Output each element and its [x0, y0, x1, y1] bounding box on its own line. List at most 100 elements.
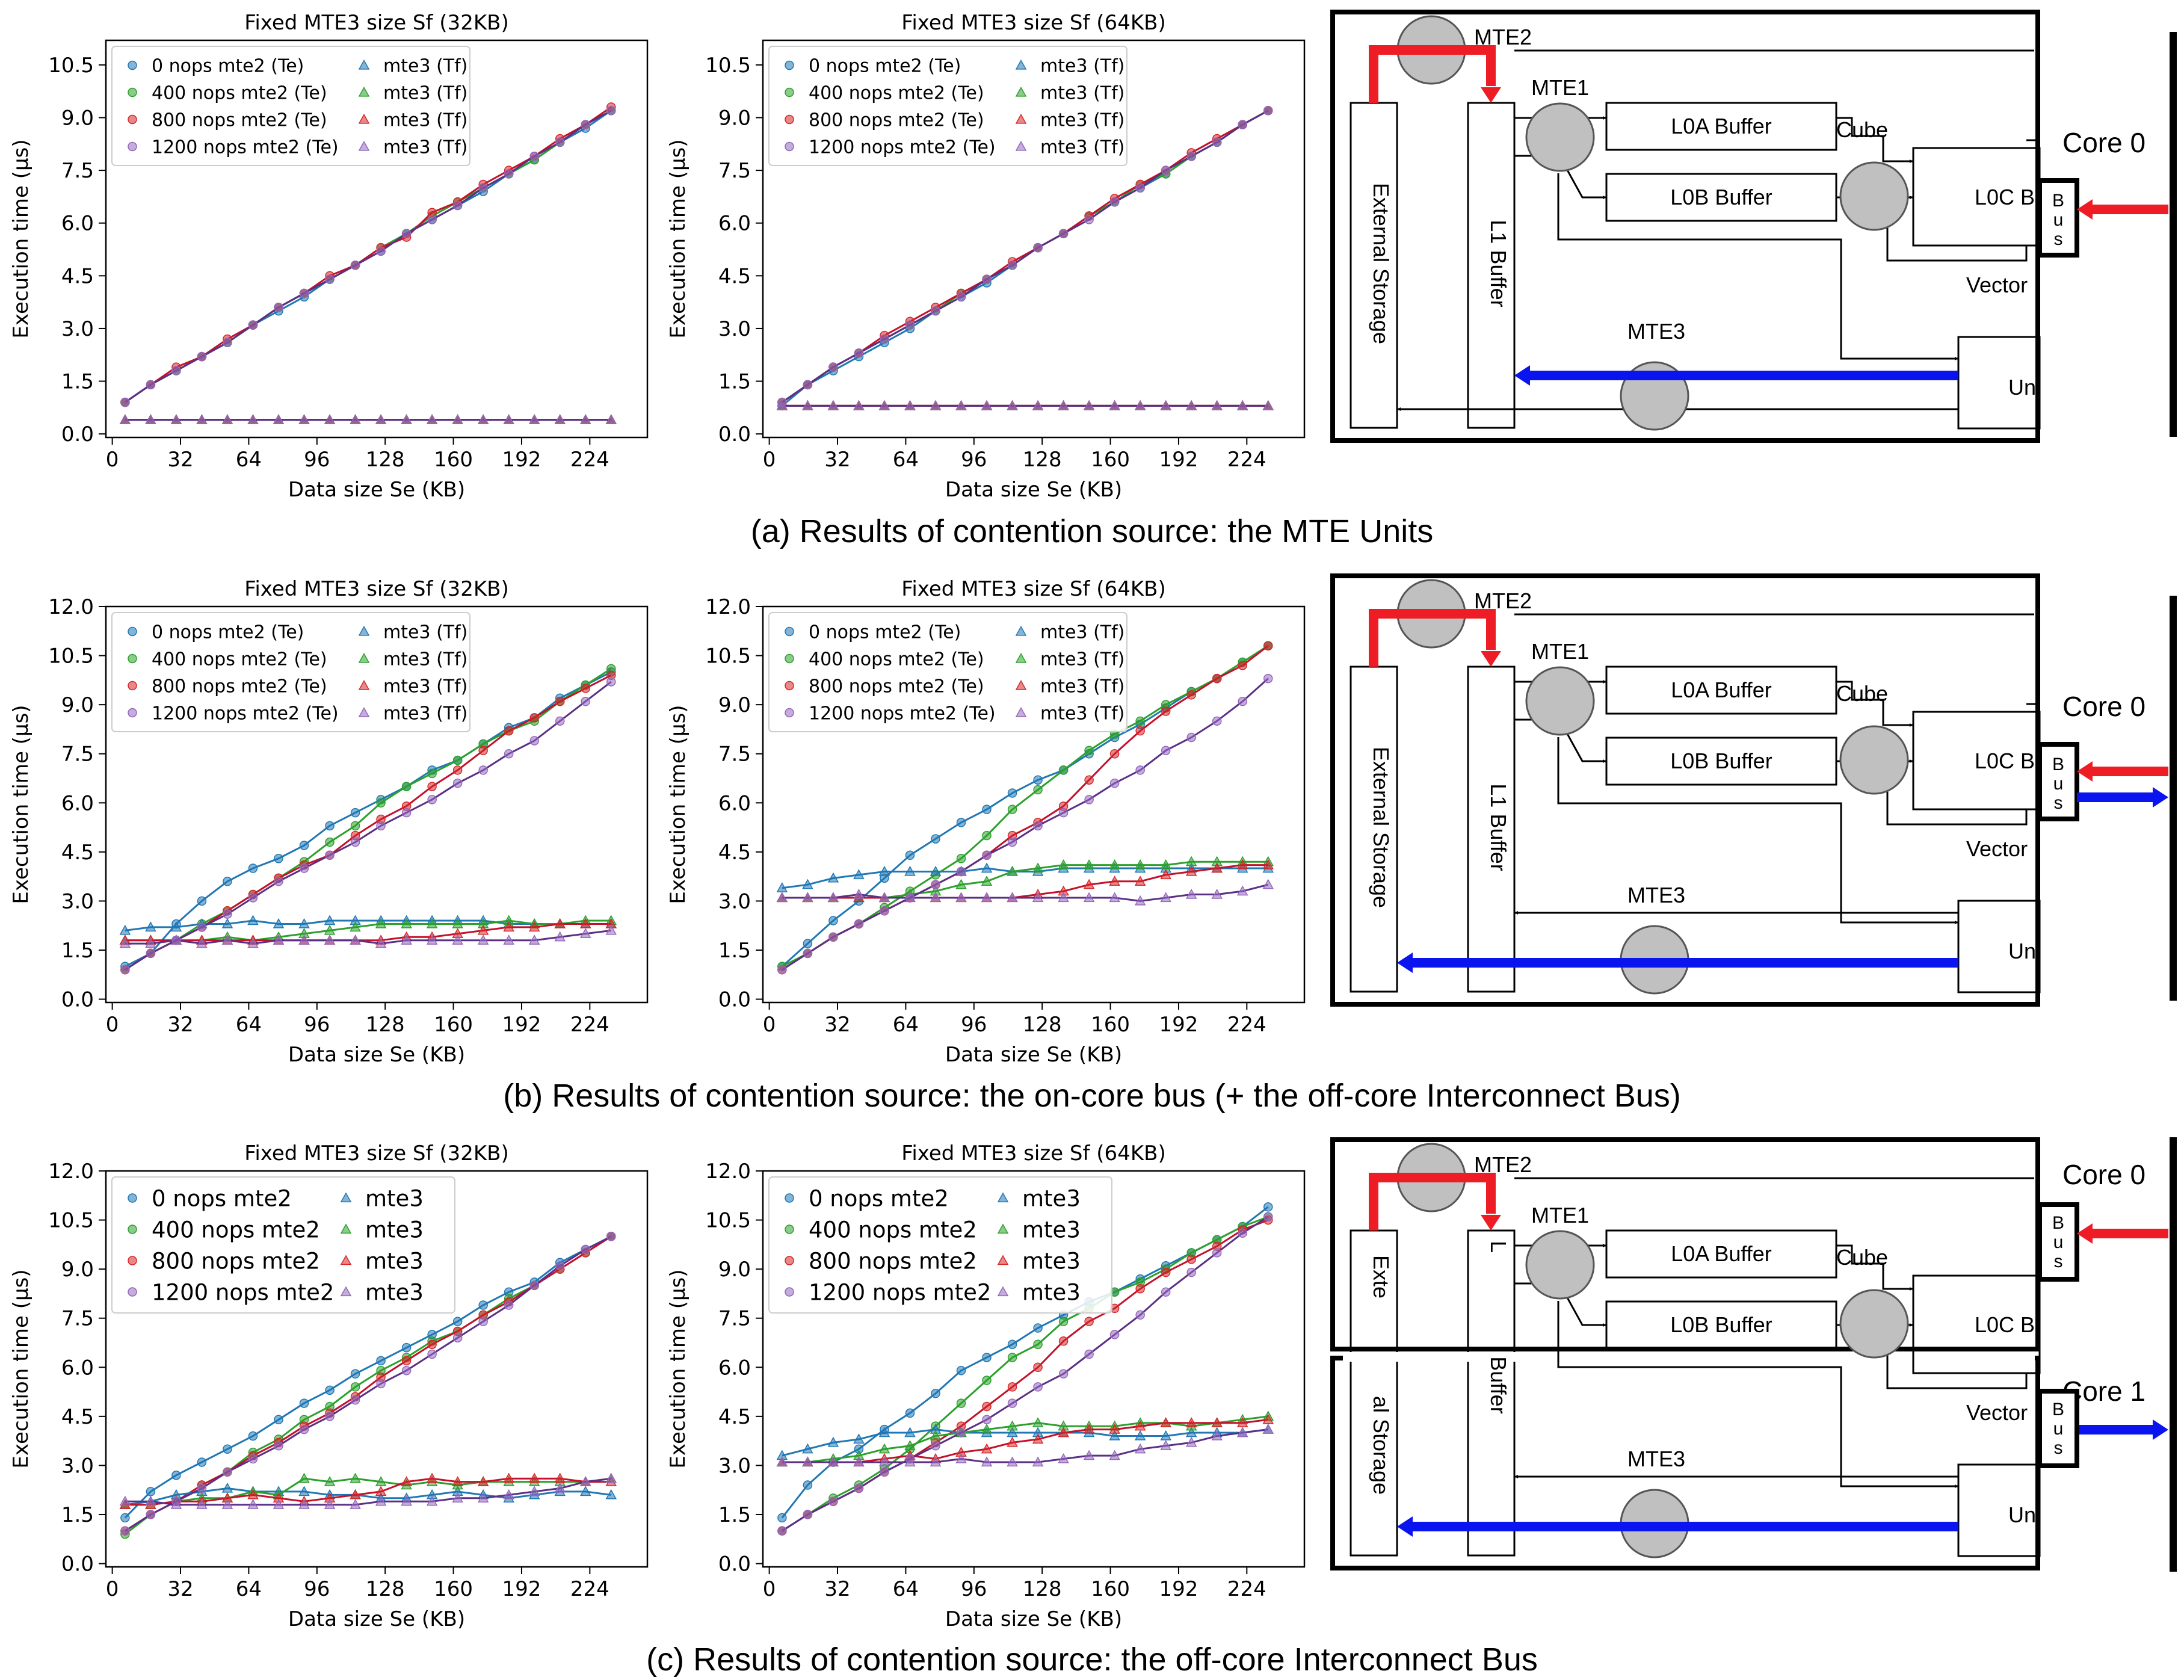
- data-point: [324, 414, 336, 424]
- data-point: [196, 1499, 208, 1509]
- data-point: [350, 1382, 360, 1392]
- data-point: [554, 931, 566, 942]
- series-line: [125, 1477, 611, 1506]
- data-point: [503, 1472, 514, 1483]
- data-point: [905, 893, 915, 903]
- data-point: [503, 414, 514, 424]
- data-point: [1058, 1336, 1069, 1346]
- series-7: [776, 400, 1274, 410]
- legend-label: mte3 (Tf): [1040, 82, 1124, 103]
- arrow-head: [1397, 1516, 1413, 1537]
- y-tick-label: 3.0: [718, 1454, 751, 1478]
- data-point: [426, 918, 438, 928]
- data-point: [1135, 1284, 1145, 1294]
- data-point: [375, 918, 387, 928]
- bus-out-blue-arrow: [2077, 1419, 2168, 1440]
- data-point: [145, 414, 156, 424]
- data-point: [878, 892, 890, 903]
- data-point: [931, 1441, 940, 1451]
- legend-marker: [128, 653, 137, 664]
- data-point: [273, 918, 285, 928]
- bus-letter: u: [2053, 1419, 2064, 1439]
- y-tick-label: 1.5: [61, 1503, 94, 1527]
- data-point: [981, 400, 993, 410]
- data-point: [1238, 696, 1247, 706]
- x-tick-label: 0: [106, 1577, 119, 1601]
- data-point: [827, 872, 839, 883]
- data-point: [1185, 400, 1197, 410]
- bus-in-red-arrow: [2077, 199, 2168, 220]
- data-point: [1032, 1433, 1044, 1444]
- x-tick-label: 32: [824, 448, 850, 472]
- legend-label: 0 nops mte2 (Te): [152, 55, 304, 76]
- data-point: [905, 850, 915, 860]
- data-point: [1134, 1430, 1146, 1441]
- data-point: [1007, 1353, 1017, 1362]
- legend-label: 800 nops mte2 (Te): [809, 110, 984, 131]
- mte1-unit-icon: [1525, 1230, 1595, 1300]
- data-point: [221, 1482, 233, 1493]
- data-point: [401, 229, 412, 238]
- legend-label: 800 nops mte2 (Te): [152, 676, 327, 697]
- data-point: [1160, 1430, 1171, 1441]
- data-point: [503, 921, 514, 932]
- data-point: [478, 765, 488, 775]
- arrow-head: [1397, 953, 1413, 973]
- y-tick-label: 7.5: [61, 159, 94, 183]
- data-point: [854, 1483, 864, 1493]
- legend-label: 0 nops mte2 (Te): [809, 622, 961, 643]
- data-point: [1007, 788, 1017, 798]
- y-tick-label: 4.5: [718, 1405, 751, 1429]
- vector-label: Vector: [1966, 836, 2028, 861]
- series-7: [119, 414, 617, 424]
- data-point: [1185, 856, 1197, 866]
- data-point: [1134, 1420, 1146, 1431]
- legend-label: 1200 nops mte2 (Te): [809, 703, 996, 724]
- data-point: [119, 1495, 131, 1506]
- bus-box-core1: [2037, 1389, 2079, 1468]
- legend-marker: [128, 681, 137, 691]
- data-point: [930, 1456, 942, 1467]
- cube-label: Cube: [1836, 117, 1888, 142]
- data-point: [504, 1300, 514, 1310]
- legend-label: 400 nops mte2 (Te): [809, 82, 984, 103]
- data-point: [427, 782, 437, 791]
- data-point: [1033, 242, 1043, 253]
- chart-title: Fixed MTE3 size Sf (64KB): [901, 577, 1165, 601]
- arrow-head: [2077, 199, 2093, 220]
- legend-marker: [997, 1192, 1009, 1203]
- legend: 0 nops mte2 400 nops mte2 800 nops mte2 120…: [111, 1176, 455, 1314]
- legend-label: 1200 nops mte2 (Te): [152, 703, 339, 724]
- data-point: [982, 850, 992, 860]
- data-point: [350, 808, 360, 818]
- data-point: [982, 1401, 992, 1412]
- series-3: [120, 677, 616, 975]
- data-point: [1033, 1323, 1043, 1333]
- data-point: [1084, 1317, 1094, 1326]
- series-3: [120, 1232, 616, 1536]
- data-point: [376, 1379, 386, 1389]
- mte2-red-arrow: [1369, 45, 1501, 103]
- data-point: [1134, 876, 1146, 886]
- data-point: [248, 893, 258, 903]
- data-point: [555, 1261, 565, 1271]
- data-point: [350, 821, 360, 831]
- data-point: [1007, 804, 1017, 814]
- legend-marker: [128, 87, 137, 97]
- data-point: [1161, 1267, 1171, 1277]
- y-tick-label: 6.0: [61, 791, 94, 815]
- bus-letter: B: [2052, 1213, 2064, 1233]
- legend-marker: [128, 1256, 137, 1265]
- data-point: [197, 1457, 207, 1467]
- data-point: [170, 414, 182, 424]
- l0a-buffer-box: [1605, 1229, 1837, 1279]
- legend-marker: [358, 706, 370, 717]
- data-point: [554, 414, 566, 424]
- data-point: [1058, 765, 1069, 775]
- data-point: [247, 937, 259, 948]
- legend-marker: [785, 1193, 794, 1203]
- legend-marker: [358, 679, 370, 690]
- data-point: [1135, 1310, 1145, 1320]
- series-line: [125, 923, 611, 942]
